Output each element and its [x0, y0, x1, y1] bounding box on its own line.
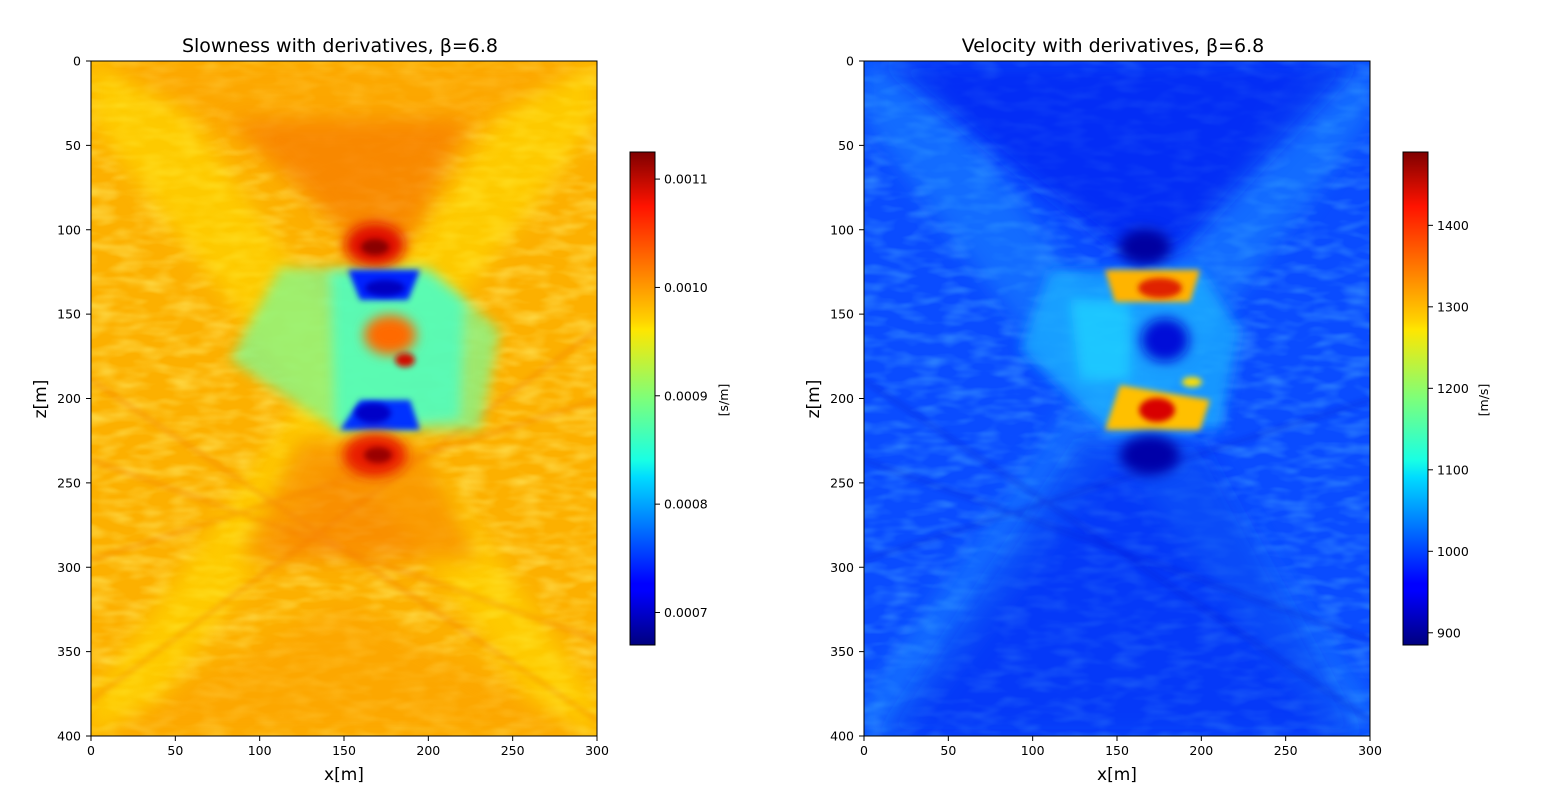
colorbar-tick-label: 0.0007	[664, 605, 708, 620]
ytick-label: 350	[830, 644, 854, 659]
colorbar-tick-label: 0.0008	[664, 497, 708, 512]
xtick-label: 150	[332, 743, 356, 758]
colorbar-tick-label: 1400	[1437, 218, 1469, 233]
slowness-heatmap	[91, 61, 597, 736]
velocity-heatmap	[864, 61, 1370, 736]
xtick-label: 50	[940, 743, 956, 758]
xtick-label: 0	[87, 743, 95, 758]
velocity-colorbar-label: [m/s]	[1476, 384, 1491, 417]
xtick-label: 200	[1189, 743, 1213, 758]
slowness-ylabel: z[m]	[31, 380, 51, 419]
ytick-label: 400	[830, 729, 854, 744]
ytick-label: 300	[57, 560, 81, 575]
slowness-colorbar: 0.0007 0.0008 0.0009 0.0010 0.0011 [s/m]	[629, 151, 731, 646]
xtick-label: 100	[248, 743, 272, 758]
colorbar-tick-label: 1200	[1437, 381, 1469, 396]
ytick-label: 50	[65, 138, 81, 153]
velocity-ticks: 0 50 100 150 200 250 300 0 50 100 150 200 250 300 350 4…	[830, 54, 1382, 759]
velocity-title: Velocity with derivatives, β=6.8	[962, 35, 1265, 57]
ytick-label: 150	[57, 307, 81, 322]
xtick-label: 300	[1358, 743, 1382, 758]
ytick-label: 150	[830, 307, 854, 322]
colorbar-tick-label: 0.0009	[664, 388, 708, 403]
slowness-title: Slowness with derivatives, β=6.8	[182, 35, 498, 57]
ytick-label: 50	[838, 138, 854, 153]
ytick-label: 100	[57, 222, 81, 237]
colorbar-tick-label: 0.0010	[664, 280, 708, 295]
xtick-label: 150	[1105, 743, 1129, 758]
velocity-colorbar: 900 1000 1100 1200 1300 1400 [m/s]	[1402, 151, 1491, 646]
colorbar-tick-label: 900	[1437, 625, 1461, 640]
xtick-label: 200	[416, 743, 440, 758]
xtick-label: 250	[501, 743, 525, 758]
ytick-label: 0	[73, 54, 81, 69]
ytick-label: 250	[830, 475, 854, 490]
velocity-xlabel: x[m]	[1097, 765, 1137, 785]
velocity-ylabel: z[m]	[804, 380, 824, 419]
ytick-label: 100	[830, 222, 854, 237]
ytick-label: 200	[830, 391, 854, 406]
colorbar-tick-label: 1300	[1437, 299, 1469, 314]
ytick-label: 350	[57, 644, 81, 659]
colorbar-tick-label: 1000	[1437, 544, 1469, 559]
slowness-xlabel: x[m]	[324, 765, 364, 785]
xtick-label: 0	[860, 743, 868, 758]
slowness-panel: Slowness with derivatives, β=6.8	[31, 35, 731, 785]
ytick-label: 300	[830, 560, 854, 575]
ytick-label: 0	[846, 54, 854, 69]
velocity-panel: Velocity with derivatives, β=6.8	[804, 35, 1491, 785]
ytick-label: 200	[57, 391, 81, 406]
xtick-label: 250	[1274, 743, 1298, 758]
colorbar-tick-label: 0.0011	[664, 172, 708, 187]
colorbar-tick-label: 1100	[1437, 462, 1469, 477]
xtick-label: 100	[1021, 743, 1045, 758]
slowness-colorbar-label: [s/m]	[716, 384, 731, 417]
xtick-label: 300	[585, 743, 609, 758]
ytick-label: 250	[57, 475, 81, 490]
ytick-label: 400	[57, 729, 81, 744]
slowness-ticks: 0 50 100 150 200 250 300 0 50 100 150 200 250 300 350 4…	[57, 54, 609, 759]
xtick-label: 50	[167, 743, 183, 758]
